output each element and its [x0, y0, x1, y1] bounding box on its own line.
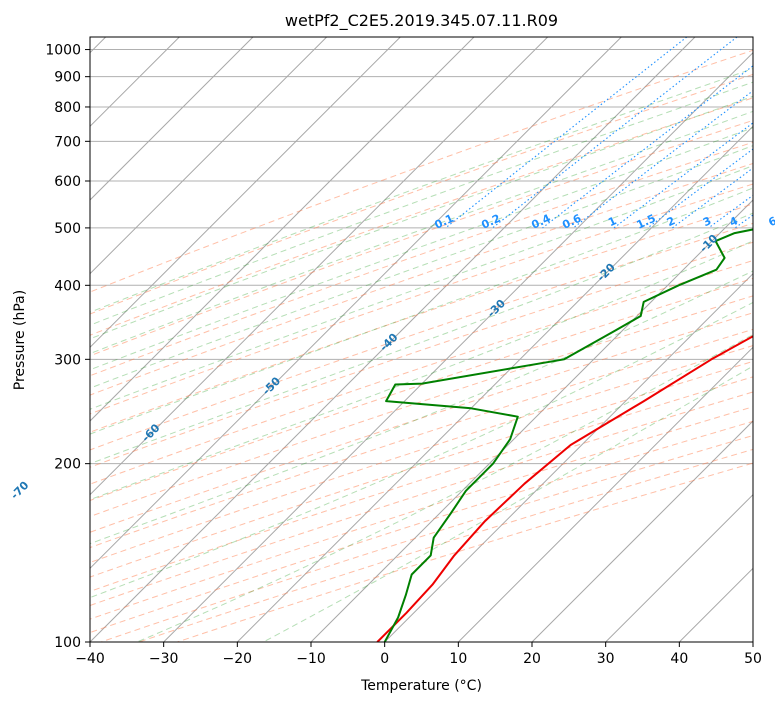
isotherm-line: [90, 37, 401, 349]
x-tick-label: 40: [670, 651, 688, 667]
mixing-ratio-line: [492, 37, 738, 229]
isotherm-line: [752, 641, 753, 642]
dry-adiabat: [90, 345, 753, 563]
x-tick-label: −30: [149, 651, 179, 667]
isotherm-line: [163, 51, 753, 642]
y-tick-label: 200: [54, 457, 81, 473]
isotherm-line: [90, 37, 328, 275]
mixing-ratio-line: [445, 37, 688, 229]
mixing-ratio-label: 6: [766, 214, 775, 229]
dry-adiabat: [90, 97, 753, 336]
x-tick-label: −20: [223, 651, 253, 667]
y-tick-label: 100: [54, 635, 81, 651]
moist-adiabat: [90, 270, 753, 545]
isotherm-line: [0, 37, 32, 642]
mixing-ratio-label: 0.1: [433, 212, 456, 232]
x-tick-label: −10: [296, 651, 326, 667]
moist-adiabat: [90, 212, 753, 465]
isotherm-line: [90, 37, 622, 570]
y-tick-label: 600: [54, 174, 81, 190]
dewpoint-line: [383, 228, 753, 642]
isotherm-line: [605, 493, 753, 642]
isotherm-line: [678, 567, 753, 642]
dry-adiabat: [90, 183, 753, 415]
mixing-ratio-label: 0.2: [479, 212, 502, 232]
mixing-ratio-line: [672, 167, 753, 229]
mixing-ratio-label: 1.5: [635, 212, 658, 232]
x-tick-label: −40: [75, 651, 105, 667]
line-labels: 0.10.20.40.611.52346810131620253036-100-…: [8, 212, 775, 502]
y-tick-label: 500: [54, 221, 81, 237]
moist-adiabat: [90, 240, 753, 501]
dry-adiabat: [90, 162, 753, 396]
moist-adiabat: [90, 301, 753, 599]
data-series: [376, 228, 753, 642]
x-tick-label: 20: [523, 651, 541, 667]
dry-adiabat: [177, 462, 753, 642]
y-tick-label: 300: [54, 352, 81, 368]
dry-adiabat: [90, 203, 753, 433]
isotherm-label: -30: [485, 297, 508, 320]
moist-adiabat: [90, 68, 753, 313]
mixing-ratio-line: [572, 90, 753, 229]
isotherm-line: [531, 420, 753, 642]
dry-adiabat: [90, 119, 753, 357]
isotherm-line: [236, 125, 753, 642]
x-axis-label: Temperature (°C): [361, 678, 482, 694]
mixing-ratio-line: [734, 214, 753, 229]
isotherm-line: [457, 346, 753, 642]
mixing-ratio-line: [542, 65, 753, 229]
y-tick-label: 400: [54, 278, 81, 294]
mixing-ratio-line: [613, 122, 753, 229]
isotherm-line: [90, 37, 475, 422]
y-tick-label: 1000: [45, 43, 81, 59]
isotherm-line: [90, 37, 549, 496]
mixing-ratio-label: 2: [665, 214, 677, 229]
x-tick-label: 10: [449, 651, 467, 667]
background-lines: [0, 37, 753, 642]
isotherm-line: [90, 37, 696, 642]
isotherm-label: -70: [8, 479, 31, 502]
mixing-ratio-line: [708, 194, 753, 229]
y-tick-label: 700: [54, 134, 81, 150]
isotherm-line: [90, 37, 254, 201]
dry-adiabat: [90, 360, 753, 578]
chart-title: wetPf2_C2E5.2019.345.07.11.R09: [284, 11, 559, 30]
mixing-ratio-label: 3: [701, 214, 713, 229]
mixing-ratio-label: 4: [728, 214, 741, 229]
moist-adiabat: [136, 333, 753, 642]
plot-frame: [89, 36, 754, 643]
dry-adiabat: [90, 376, 753, 592]
x-tick-label: 50: [744, 651, 762, 667]
y-tick-label: 800: [54, 100, 81, 116]
moist-adiabat: [90, 145, 753, 389]
moist-adiabat: [90, 81, 753, 326]
dry-adiabat: [90, 328, 753, 549]
y-tick-label: 900: [54, 70, 81, 86]
temperature-line: [376, 335, 753, 642]
dry-adiabat: [100, 434, 753, 642]
isotherm-line: [384, 272, 753, 642]
moist-adiabat: [90, 187, 753, 435]
dry-adiabat: [90, 141, 753, 377]
x-tick-label: 30: [597, 651, 615, 667]
x-tick-label: 0: [380, 651, 389, 667]
dry-adiabat: [138, 448, 753, 642]
moist-adiabat: [90, 110, 753, 355]
axes-ticks: −40 −30 −20 −10 0 10 20 30 40 50 100 200 300 400 500 60…: [45, 43, 762, 667]
isotherm-line: [310, 199, 753, 642]
mixing-ratio-label: 0.4: [529, 212, 552, 232]
moist-adiabat: [90, 127, 753, 371]
moist-adiabat: [90, 165, 753, 410]
